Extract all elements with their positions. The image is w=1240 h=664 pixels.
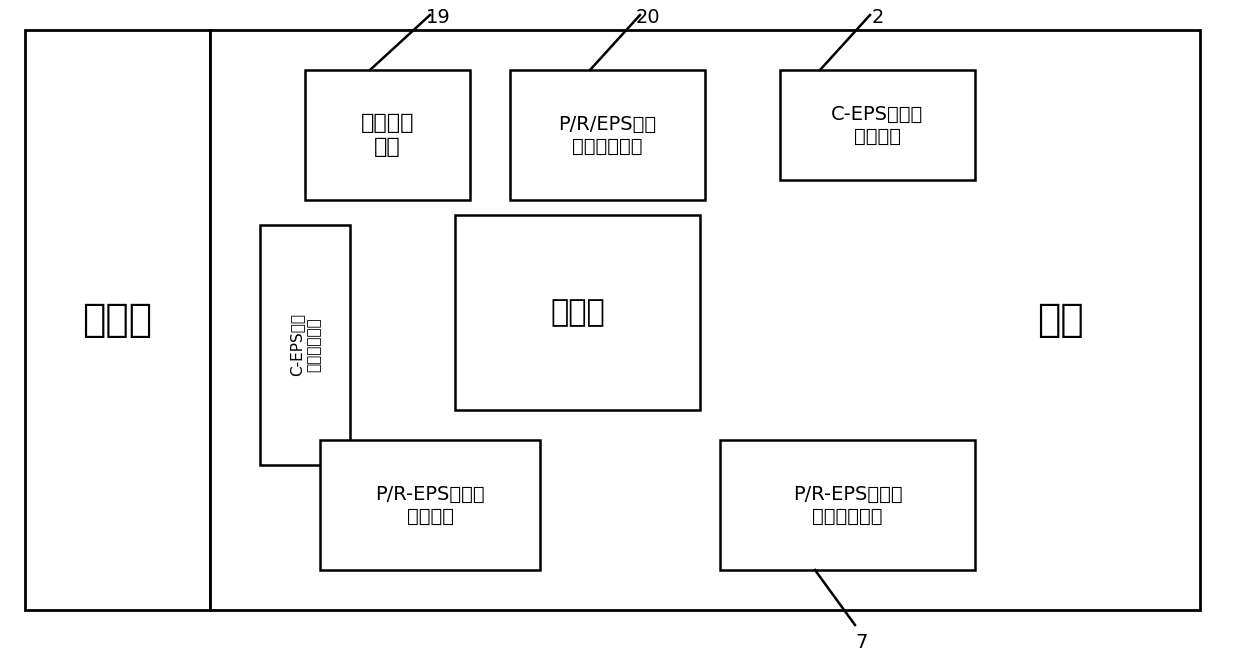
Text: 旋转台: 旋转台 — [551, 298, 605, 327]
Bar — [720, 440, 975, 570]
Bar — [305, 70, 470, 200]
Text: 底座: 底座 — [1037, 301, 1084, 339]
Bar — [210, 30, 1200, 610]
Text: 2: 2 — [872, 8, 884, 27]
Text: P/R-EPS输出端
加载装置: P/R-EPS输出端 加载装置 — [376, 485, 485, 525]
Text: P/R-EPS被测样
机工装夹具台: P/R-EPS被测样 机工装夹具台 — [792, 485, 903, 525]
Text: 7: 7 — [856, 633, 868, 652]
Bar — [320, 440, 539, 570]
Text: 20: 20 — [636, 8, 661, 27]
Text: C-EPS冲击
试验固定装置: C-EPS冲击 试验固定装置 — [289, 313, 321, 376]
Bar — [510, 70, 706, 200]
Text: 控制柜: 控制柜 — [82, 301, 153, 339]
Text: 逆向冲击
装置: 逆向冲击 装置 — [361, 114, 414, 157]
Bar — [260, 225, 350, 465]
Text: 19: 19 — [425, 8, 450, 27]
Bar — [25, 30, 210, 610]
Text: C-EPS输出端
加载装置: C-EPS输出端 加载装置 — [831, 104, 924, 145]
Bar — [780, 70, 975, 180]
Text: P/R/EPS冲击
试验固定装置: P/R/EPS冲击 试验固定装置 — [558, 114, 656, 155]
Bar — [455, 215, 701, 410]
